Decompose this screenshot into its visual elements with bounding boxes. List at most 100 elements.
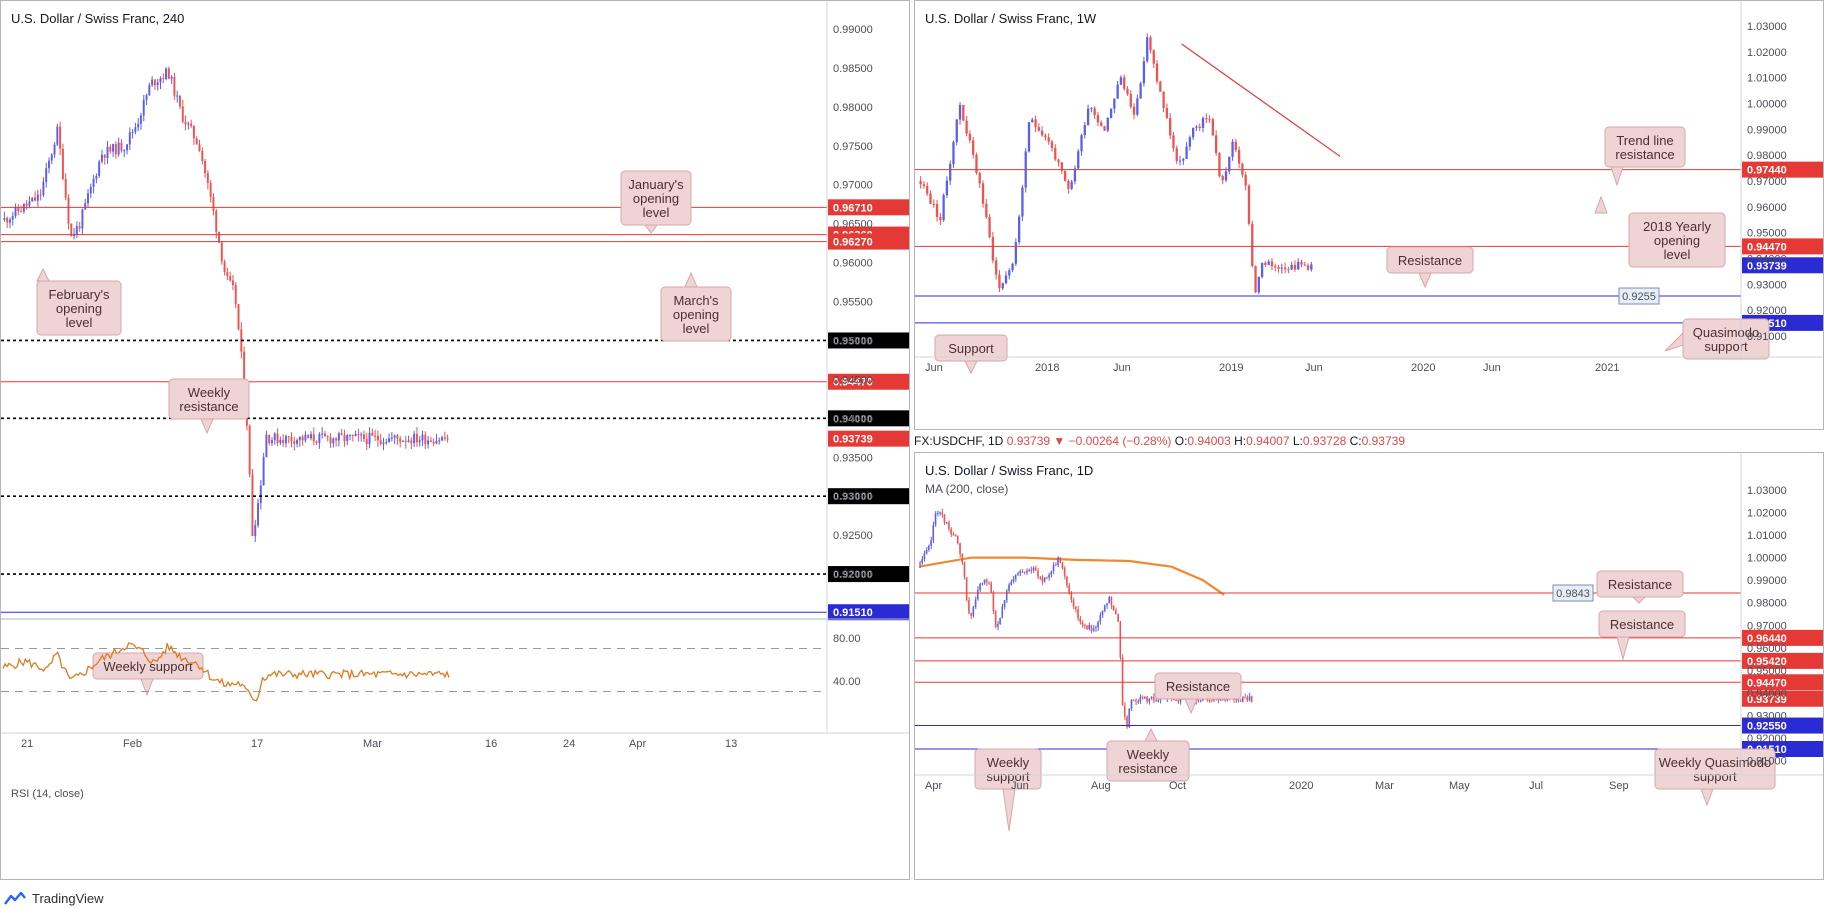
- candle-body: [14, 207, 17, 217]
- price-tick-label: 0.92000: [1747, 733, 1787, 745]
- candle-body: [1165, 107, 1169, 118]
- candle-body: [262, 457, 265, 486]
- candle-body: [1149, 37, 1152, 51]
- time-tick-label: 2020: [1289, 780, 1313, 792]
- candle-body: [1068, 585, 1070, 593]
- candle-body: [954, 535, 957, 537]
- candle-body: [1108, 596, 1110, 604]
- price-tag-label: 0.96440: [1747, 633, 1787, 645]
- candle-body: [312, 434, 315, 442]
- candle-body: [1210, 700, 1213, 702]
- candle-body: [1178, 160, 1182, 162]
- candle-body: [1198, 126, 1201, 128]
- candle-body: [362, 434, 365, 440]
- candle-body: [109, 146, 112, 152]
- candle-body: [1088, 625, 1090, 629]
- price-tag-bg: [828, 199, 909, 216]
- price-tag-bg: [828, 604, 909, 621]
- price-tick-label: 0.96000: [1747, 643, 1787, 655]
- candle-body: [1159, 81, 1162, 92]
- candle-body: [1086, 108, 1090, 126]
- candle-body: [1043, 577, 1046, 582]
- candle-body: [1001, 283, 1004, 289]
- candle-body: [939, 512, 941, 514]
- candle-body: [955, 119, 958, 143]
- candle-body: [1157, 700, 1159, 702]
- candle-body: [978, 172, 981, 184]
- candle-body: [404, 440, 407, 442]
- candle-body: [156, 82, 159, 86]
- d1-levels: 0.9843 0.96440 0.95420 0.94470 0.93739 0.9255…: [915, 584, 1823, 757]
- candle-body: [1293, 264, 1297, 270]
- time-tick-label: Oct: [1169, 780, 1186, 792]
- time-tick-label: Feb: [123, 738, 142, 750]
- candle-body: [148, 85, 151, 96]
- candle-body: [229, 276, 232, 281]
- time-tick-label: Mar: [363, 738, 382, 750]
- candle-body: [992, 592, 995, 612]
- w1-candles: [919, 33, 1313, 295]
- price-tick-label: 0.97000: [1747, 620, 1787, 632]
- note-weekly-support-text: support: [986, 769, 1030, 784]
- candle-body: [162, 78, 165, 80]
- candle-body: [942, 195, 945, 221]
- candle-body: [1025, 570, 1028, 573]
- candle-body: [1137, 701, 1139, 703]
- price-tick-label: 0.94000: [1747, 254, 1787, 266]
- candle-body: [985, 579, 988, 583]
- candle-body: [1008, 270, 1011, 276]
- candle-body: [36, 194, 39, 201]
- candle-body: [1080, 135, 1083, 152]
- footer-brand[interactable]: TradingView: [0, 888, 400, 908]
- price-tick-label: 0.99000: [1747, 124, 1787, 136]
- candle-body: [443, 437, 446, 439]
- candle-body: [1130, 700, 1133, 709]
- rsi-tick-label: 40.00: [833, 676, 861, 688]
- candle-body: [184, 121, 187, 125]
- candle-body: [1048, 574, 1050, 578]
- chart-panel-h4[interactable]: 0.967100.963600.962700.950000.944700.940…: [0, 0, 910, 880]
- price-tick-label: 0.94000: [1747, 688, 1787, 700]
- candle-body: [120, 142, 123, 151]
- price-tick-label: 0.95000: [1747, 665, 1787, 677]
- candle-body: [1100, 122, 1103, 127]
- candle-body: [335, 438, 338, 441]
- candle-body: [376, 435, 379, 441]
- candle-body: [1290, 264, 1293, 270]
- candle-body: [1074, 606, 1077, 610]
- note-resistance-0.9843-pointer: [1631, 596, 1647, 604]
- candle-body: [1050, 141, 1054, 149]
- note-february-opening-pointer: [36, 267, 50, 282]
- d1-last: 0.93739: [1006, 434, 1051, 448]
- inline-price-label: 0.9843: [1556, 588, 1590, 600]
- h4-chart-svg[interactable]: 0.967100.963600.962700.950000.944700.940…: [1, 1, 910, 880]
- candle-body: [145, 95, 148, 100]
- candle-body: [941, 512, 943, 515]
- candle-body: [1264, 262, 1267, 265]
- price-tick-label: 0.92000: [833, 569, 873, 581]
- price-tick-label: 0.93000: [1747, 279, 1787, 291]
- candle-body: [1115, 610, 1117, 615]
- candle-body: [64, 178, 67, 198]
- candle-body: [1014, 574, 1017, 580]
- chart-panel-d1[interactable]: 0.9843 0.96440 0.95420 0.94470 0.93739 0.9255…: [914, 452, 1824, 880]
- candle-body: [374, 435, 377, 437]
- candle-body: [1246, 697, 1248, 701]
- note-weekly-support-pointer: [140, 678, 154, 697]
- tradingview-logo-icon: [4, 891, 26, 905]
- time-tick-label: 2018: [1035, 362, 1059, 374]
- candle-body: [1239, 700, 1242, 702]
- d1-candles: [919, 508, 1253, 729]
- candle-body: [438, 440, 441, 442]
- d1-chart-svg[interactable]: 0.9843 0.96440 0.95420 0.94470 0.93739 0.9255…: [915, 453, 1824, 880]
- candle-body: [103, 154, 106, 158]
- candle-body: [1162, 91, 1165, 108]
- candle-body: [204, 160, 207, 174]
- price-tick-label: 1.02000: [1747, 47, 1787, 59]
- time-tick-label: Jun: [925, 362, 943, 374]
- candle-body: [11, 216, 14, 220]
- candle-body: [421, 434, 424, 441]
- candle-body: [310, 434, 312, 439]
